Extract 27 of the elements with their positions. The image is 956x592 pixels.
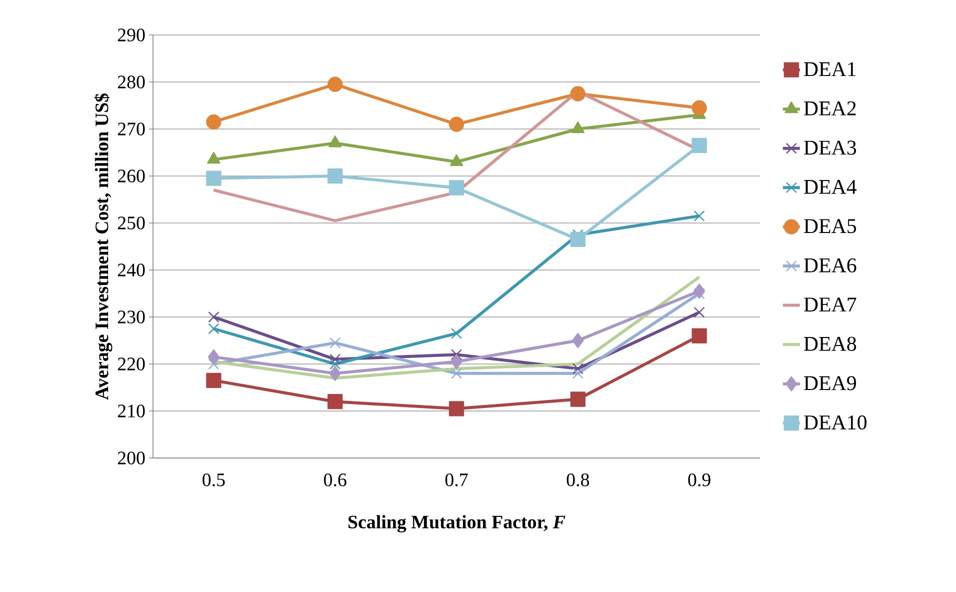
y-tick-label: 280: [118, 76, 145, 88]
legend-label: DEA6: [804, 258, 856, 272]
x-axis-title: Scaling Mutation Factor, F: [348, 515, 566, 532]
y-tick-label: 240: [118, 264, 145, 276]
y-tick-label: 270: [118, 122, 145, 136]
y-tick-label: 250: [118, 216, 145, 230]
legend-label: DEA8: [804, 336, 856, 351]
y-tick-label: 200: [118, 452, 145, 464]
y-tick-label: 260: [118, 170, 145, 182]
legend-label: DEA4: [804, 180, 857, 194]
x-tick-label: 0.6: [324, 473, 346, 486]
legend-label: DEA3: [804, 140, 856, 155]
legend-label: DEA2: [804, 101, 856, 116]
y-tick-label: 210: [118, 404, 145, 418]
y-tick-label: 220: [118, 358, 145, 370]
x-tick-label: 0.8: [566, 473, 590, 486]
y-axis-title: Average Investment Cost, million US$: [94, 93, 112, 400]
legend-label: DEA9: [804, 376, 856, 390]
legend-label: DEA10: [804, 415, 867, 430]
legend-label: DEA1: [804, 62, 856, 76]
x-tick-label: 0.7: [445, 473, 468, 486]
y-tick-label: 230: [118, 310, 145, 324]
y-tick-label: 290: [118, 28, 145, 42]
x-tick-label: 0.9: [688, 473, 710, 486]
legend-label: DEA5: [804, 219, 856, 234]
x-tick-label: 0.5: [202, 473, 225, 486]
legend-label: DEA7: [804, 298, 856, 312]
